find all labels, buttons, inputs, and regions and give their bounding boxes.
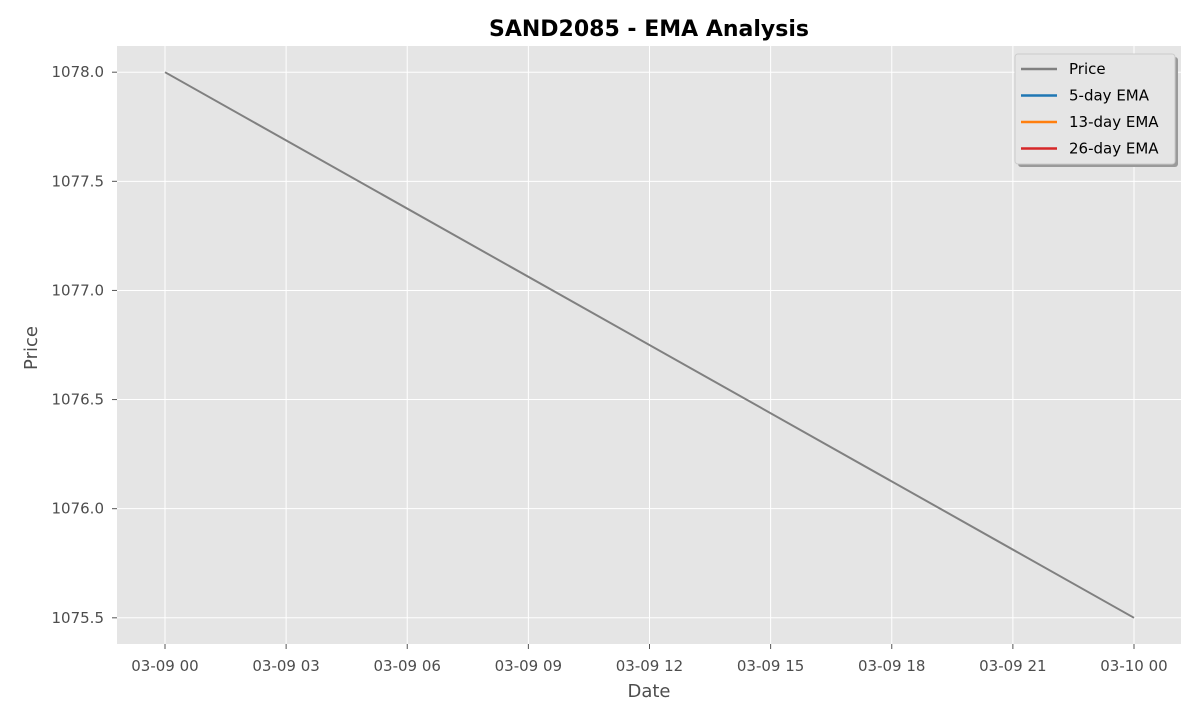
- x-tick-label: 03-09 21: [979, 657, 1046, 675]
- x-axis-label: Date: [627, 681, 670, 702]
- x-axis-ticks: 03-09 00 03-09 03 03-09 06 03-09 09 03-09 12…: [131, 644, 1168, 675]
- y-axis-ticks: 1075.5 1076.0 1076.5 1077.0 1077.5 1078.0: [52, 63, 117, 627]
- x-tick-label: 03-09 18: [858, 657, 925, 675]
- series-layer: [164, 71, 1135, 619]
- chart-title: SAND2085 - EMA Analysis: [489, 17, 809, 42]
- legend-label-price: Price: [1069, 60, 1106, 78]
- x-tick-label: 03-09 03: [252, 657, 319, 675]
- y-tick-label: 1077.0: [52, 281, 105, 299]
- price-series-line: [164, 71, 1135, 619]
- y-tick-label: 1076.5: [52, 391, 105, 409]
- legend-label-5-day-ema: 5-day EMA: [1069, 87, 1150, 105]
- x-tick-label: 03-09 15: [737, 657, 804, 675]
- x-tick-label: 03-09 06: [374, 657, 441, 675]
- y-tick-label: 1075.5: [52, 609, 105, 627]
- x-tick-label: 03-09 12: [616, 657, 683, 675]
- y-axis-label: Price: [21, 326, 42, 370]
- x-tick-label: 03-10 00: [1100, 657, 1167, 675]
- legend-box: [1014, 53, 1176, 165]
- x-tick-label: 03-09 09: [495, 657, 562, 675]
- y-tick-label: 1076.0: [52, 500, 105, 518]
- y-tick-label: 1077.5: [52, 172, 105, 190]
- legend-label-26-day-ema: 26-day EMA: [1069, 140, 1159, 158]
- legend: Price 5-day EMA 13-day EMA 26-day EMA: [1014, 53, 1178, 167]
- y-tick-label: 1078.0: [52, 63, 105, 81]
- legend-label-13-day-ema: 13-day EMA: [1069, 113, 1159, 131]
- x-tick-label: 03-09 00: [131, 657, 198, 675]
